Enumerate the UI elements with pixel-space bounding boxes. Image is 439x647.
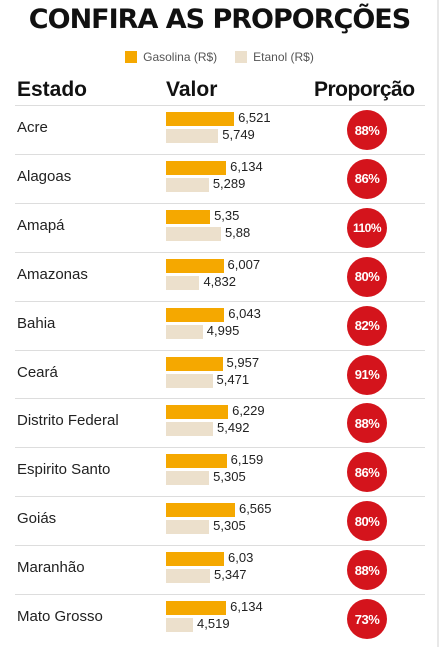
legend-swatch-gasolina xyxy=(125,51,138,63)
bar-gasolina xyxy=(166,405,229,420)
bar-gasolina xyxy=(166,356,223,371)
table-row: Distrito Federal 6,229 5,492 88% xyxy=(15,398,425,447)
proporcao-badge: 80% xyxy=(347,256,387,297)
legend-label-gasolina: Gasolina (R$) xyxy=(143,50,218,64)
proporcao-badge: 88% xyxy=(347,403,387,444)
bar-etanol xyxy=(166,422,213,437)
bar-etanol xyxy=(166,275,200,290)
proporcao-badge: 88% xyxy=(347,550,387,591)
bar-gasolina xyxy=(166,160,227,175)
state-label: Espirito Santo xyxy=(17,461,111,479)
bar-gasolina xyxy=(166,209,211,224)
table-row: Acre 6,521 5,749 88% xyxy=(15,105,425,154)
value-label-etanol: 4,995 xyxy=(206,322,240,338)
value-label-etanol: 5,305 xyxy=(213,518,246,534)
state-label: Bahia xyxy=(17,314,56,332)
value-label-etanol: 4,832 xyxy=(203,273,236,289)
proporcao-badge: 86% xyxy=(347,158,387,199)
value-label-etanol: 5,749 xyxy=(222,127,255,142)
value-label-gasolina: 6,159 xyxy=(230,452,264,468)
page-edge-divider xyxy=(437,0,439,647)
proporcao-badge: 80% xyxy=(347,501,387,542)
chart-title: CONFIRA AS PROPORÇÕES xyxy=(28,4,411,35)
bar-etanol xyxy=(166,226,221,241)
legend: Gasolina (R$) Etanol (R$) xyxy=(0,50,439,64)
table-row: Ceará 5,957 5,471 91% xyxy=(15,349,425,399)
proporcao-badge: 110% xyxy=(347,207,387,248)
state-label: Alagoas xyxy=(17,167,72,185)
bar-etanol xyxy=(166,129,219,143)
state-label: Maranhão xyxy=(17,559,85,577)
value-label-etanol: 5,88 xyxy=(224,224,251,240)
bar-etanol xyxy=(166,373,213,388)
table-row: Mato Grosso 6,134 4,519 73% xyxy=(15,594,425,643)
value-label-gasolina: 5,957 xyxy=(226,354,260,370)
table-row: Espirito Santo 6,159 5,305 86% xyxy=(15,447,425,496)
bar-gasolina xyxy=(166,307,225,322)
proporcao-badge: 91% xyxy=(347,354,387,395)
value-label-gasolina: 6,134 xyxy=(230,158,263,174)
value-label-etanol: 4,519 xyxy=(197,616,230,631)
value-label-etanol: 5,471 xyxy=(216,371,250,387)
value-label-gasolina: 5,35 xyxy=(214,207,240,223)
legend-swatch-etanol xyxy=(235,51,248,63)
proporcao-badge: 88% xyxy=(347,110,387,150)
value-label-gasolina: 6,03 xyxy=(228,550,254,566)
bar-etanol xyxy=(166,324,203,339)
bar-gasolina xyxy=(166,112,235,126)
value-label-gasolina: 6,043 xyxy=(228,305,261,321)
legend-item-etanol: Etanol (R$) xyxy=(235,50,314,64)
legend-item-gasolina: Gasolina (R$) xyxy=(125,50,217,64)
bar-etanol xyxy=(166,520,210,535)
state-label: Amazonas xyxy=(17,265,88,283)
value-label-etanol: 5,305 xyxy=(213,469,246,485)
state-label: Goiás xyxy=(17,510,57,528)
value-label-gasolina: 6,565 xyxy=(238,501,272,517)
bar-gasolina xyxy=(166,601,227,615)
value-label-etanol: 5,289 xyxy=(212,175,246,191)
proporcao-badge: 82% xyxy=(347,305,387,346)
proporcao-badge: 86% xyxy=(347,452,387,493)
state-label: Distrito Federal xyxy=(17,412,119,430)
bar-gasolina xyxy=(166,258,224,273)
table-row: Goiás 6,565 5,305 80% xyxy=(15,496,425,545)
legend-label-etanol: Etanol (R$) xyxy=(253,50,314,64)
state-label: Amapá xyxy=(17,216,65,234)
bar-etanol xyxy=(166,471,210,486)
bar-gasolina xyxy=(166,454,227,469)
value-label-etanol: 5,347 xyxy=(214,567,247,583)
table-row: Amazonas 6,007 4,832 80% xyxy=(15,251,425,301)
state-label: Ceará xyxy=(17,363,58,381)
state-label: Acre xyxy=(17,119,48,136)
table-row: Maranhão 6,03 5,347 88% xyxy=(15,545,425,594)
column-header-proporcao: Proporção xyxy=(314,78,415,101)
state-label: Mato Grosso xyxy=(17,608,103,625)
value-label-gasolina: 6,007 xyxy=(227,256,261,272)
value-label-gasolina: 6,521 xyxy=(238,110,271,125)
value-label-gasolina: 6,229 xyxy=(232,403,265,419)
bar-etanol xyxy=(166,177,209,192)
bar-etanol xyxy=(166,618,194,632)
table-row: Alagoas 6,134 5,289 86% xyxy=(15,153,425,203)
bar-gasolina xyxy=(166,552,224,567)
bar-gasolina xyxy=(166,503,235,518)
table-row: Bahia 6,043 4,995 82% xyxy=(15,300,425,350)
value-label-etanol: 5,492 xyxy=(216,420,250,436)
table-row: Amapá 5,35 5,88 110% xyxy=(15,202,425,252)
column-header-estado: Estado xyxy=(17,78,88,101)
column-header-valor: Valor xyxy=(166,78,218,101)
value-label-gasolina: 6,134 xyxy=(230,599,263,614)
proporcao-badge: 73% xyxy=(347,599,387,639)
bar-etanol xyxy=(166,569,210,584)
